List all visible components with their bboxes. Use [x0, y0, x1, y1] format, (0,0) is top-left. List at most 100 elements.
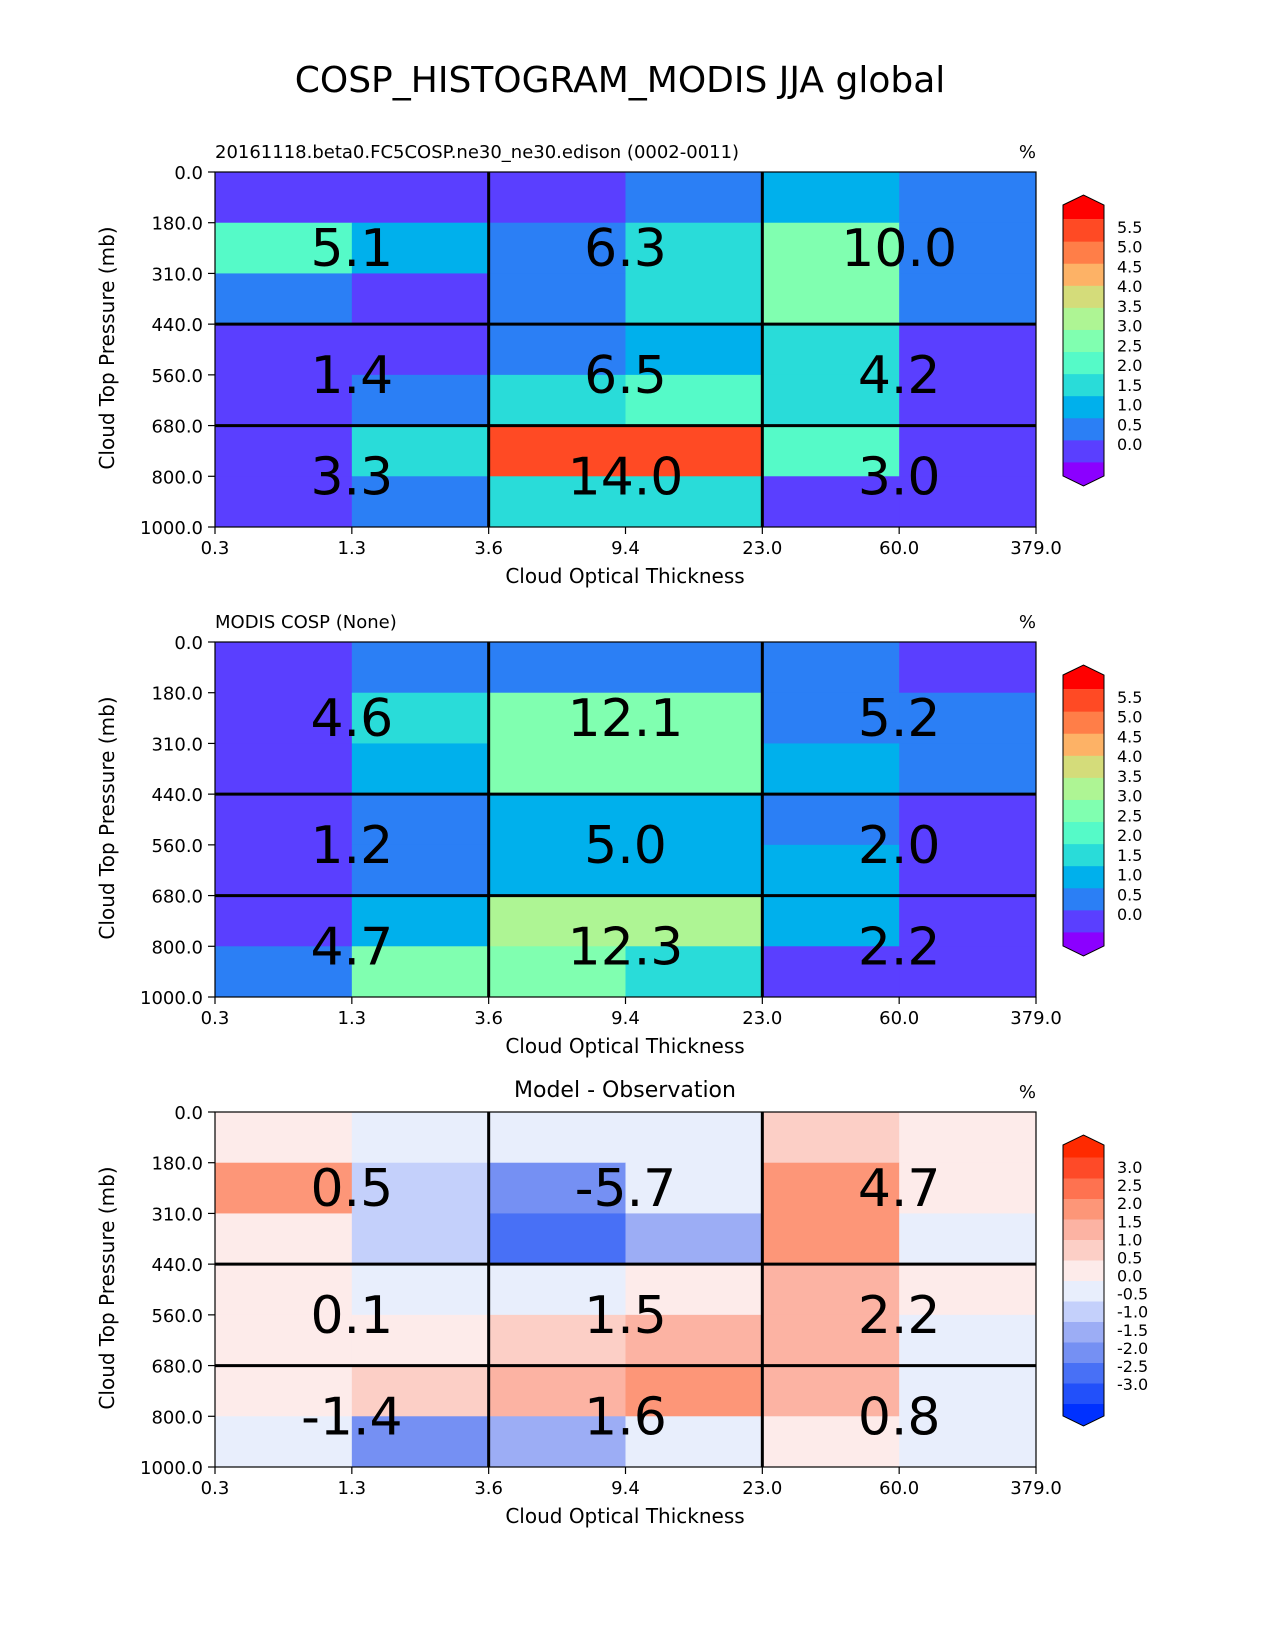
heatmap-cell [351, 222, 490, 274]
colorbar-segment [1063, 711, 1104, 734]
colorbar-outline [1062, 194, 1105, 487]
heatmap-cell [215, 946, 353, 998]
heatmap-cell [762, 743, 900, 795]
colorbar-segment [1063, 1321, 1104, 1343]
x-tick-label: 9.4 [611, 1478, 640, 1499]
colorbar-label: -0.5 [1117, 1285, 1148, 1304]
colorbar-segment [1063, 755, 1104, 778]
heatmap-cell [351, 1162, 490, 1214]
heatmap-cell [899, 1365, 1037, 1417]
heatmap-cell [899, 794, 1037, 846]
colorbar-segment [1063, 1157, 1104, 1179]
heatmap-cell [762, 794, 900, 846]
heatmap-cell [625, 1264, 763, 1316]
heatmap-cell [488, 1264, 626, 1316]
heatmap-cell [215, 1416, 353, 1468]
heatmap-cell [625, 743, 763, 795]
heatmap-cell [899, 692, 1037, 744]
heatmap-cell [351, 642, 490, 694]
heatmap-cell [625, 1213, 763, 1265]
colorbar-segment [1063, 821, 1104, 845]
heatmap-cell [215, 642, 353, 694]
panel-test: 5.1 6.3 10.0 1.4 6.5 4.2 3.3 14.0 3.0 0.3 1.3 3.6 9.… [95, 142, 1142, 588]
colorbar-segment [1063, 1135, 1104, 1158]
summary-value: 1.5 [584, 1286, 667, 1346]
x-tick-label: 0.3 [201, 1478, 230, 1499]
panel-test-xlabel: Cloud Optical Thickness [505, 564, 744, 588]
x-tick-label: 23.0 [742, 1008, 782, 1029]
x-tick-label: 1.3 [338, 1008, 367, 1029]
summary-value: 1.6 [584, 1387, 667, 1447]
figure-title: COSP_HISTOGRAM_MODIS JJA global [295, 60, 946, 101]
heatmap-cell [762, 1365, 900, 1417]
panel-reference: 4.6 12.1 5.2 1.2 5.0 2.0 4.7 12.3 2.2 0.3 1.3 3.6 9.… [95, 612, 1142, 1058]
heatmap-cell [488, 172, 626, 224]
y-tick-label: 0.0 [174, 1103, 203, 1124]
colorbar-segment [1063, 1383, 1104, 1404]
colorbar-label: 2.0 [1117, 356, 1142, 375]
colorbar-label: 0.0 [1117, 1267, 1142, 1286]
heatmap-cell [488, 1314, 626, 1366]
summary-value: -1.4 [301, 1387, 402, 1447]
colorbar-label: 3.0 [1117, 1158, 1142, 1177]
heatmap-cell [488, 844, 626, 896]
x-tick-label: 3.6 [474, 1478, 503, 1499]
colorbar-segment [1063, 1301, 1104, 1322]
colorbar-label: 1.5 [1117, 1212, 1142, 1231]
y-tick-label: 800.0 [151, 937, 203, 958]
panel-reference-xlabel: Cloud Optical Thickness [505, 1034, 744, 1058]
heatmap-cell [215, 1213, 353, 1265]
summary-value: 5.1 [310, 219, 393, 279]
summary-value: 14.0 [568, 447, 684, 507]
heatmap-cell [899, 1112, 1037, 1164]
heatmap-cell [899, 946, 1037, 998]
colorbar-label: -3.0 [1117, 1375, 1148, 1394]
heatmap-cell [488, 476, 626, 528]
y-tick-label: 800.0 [151, 1407, 203, 1428]
summary-value: -5.7 [575, 1159, 676, 1219]
x-tick-label: 0.3 [201, 1008, 230, 1029]
colorbar-segment [1063, 843, 1104, 867]
panel-test-ylabel: Cloud Top Pressure (mb) [95, 226, 119, 469]
summary-value: 2.0 [858, 816, 941, 876]
heatmap-cell [488, 1162, 626, 1214]
x-tick-label: 0.3 [201, 538, 230, 559]
heatmap-cell [899, 1416, 1037, 1468]
heatmap-cell [762, 324, 900, 376]
heatmap-cell [351, 1264, 490, 1316]
heatmap-cell [488, 895, 626, 947]
heatmap-cell [488, 1416, 626, 1468]
heatmap-cell [899, 1213, 1037, 1265]
x-tick-label: 1.3 [338, 538, 367, 559]
colorbar-segment [1063, 373, 1104, 397]
y-tick-label: 180.0 [151, 214, 203, 235]
summary-value: 6.3 [584, 219, 667, 279]
colorbar-label: -2.5 [1117, 1357, 1148, 1376]
heatmap-cell [625, 1314, 763, 1366]
colorbar-segment [1063, 307, 1104, 330]
heatmap-cell [762, 946, 900, 998]
colorbar-segment [1063, 219, 1104, 242]
summary-value: 4.2 [858, 346, 941, 406]
colorbar-segment [1063, 1219, 1104, 1240]
colorbar-segment [1063, 1342, 1104, 1363]
heatmap-cell [899, 324, 1037, 376]
heatmap-cell [215, 273, 353, 325]
heatmap-cell [488, 692, 626, 744]
summary-value: 6.5 [584, 346, 667, 406]
colorbar-segment [1063, 195, 1104, 220]
x-tick-label: 60.0 [879, 1478, 919, 1499]
heatmap-cell [762, 642, 900, 694]
panel-test-title-left: 20161118.beta0.FC5COSP.ne30_ne30.edison … [215, 142, 739, 163]
heatmap-cell [625, 642, 763, 694]
heatmap-cell [215, 1162, 353, 1214]
colorbar-segment [1063, 733, 1104, 756]
summary-value: 2.2 [858, 1286, 941, 1346]
y-tick-label: 680.0 [151, 1357, 203, 1378]
heatmap-cell [899, 743, 1037, 795]
heatmap-cell [488, 222, 626, 274]
heatmap-cell [762, 222, 900, 274]
summary-value: 3.3 [310, 447, 393, 507]
colorbar-segment [1063, 931, 1104, 956]
heatmap-cell [762, 844, 900, 896]
